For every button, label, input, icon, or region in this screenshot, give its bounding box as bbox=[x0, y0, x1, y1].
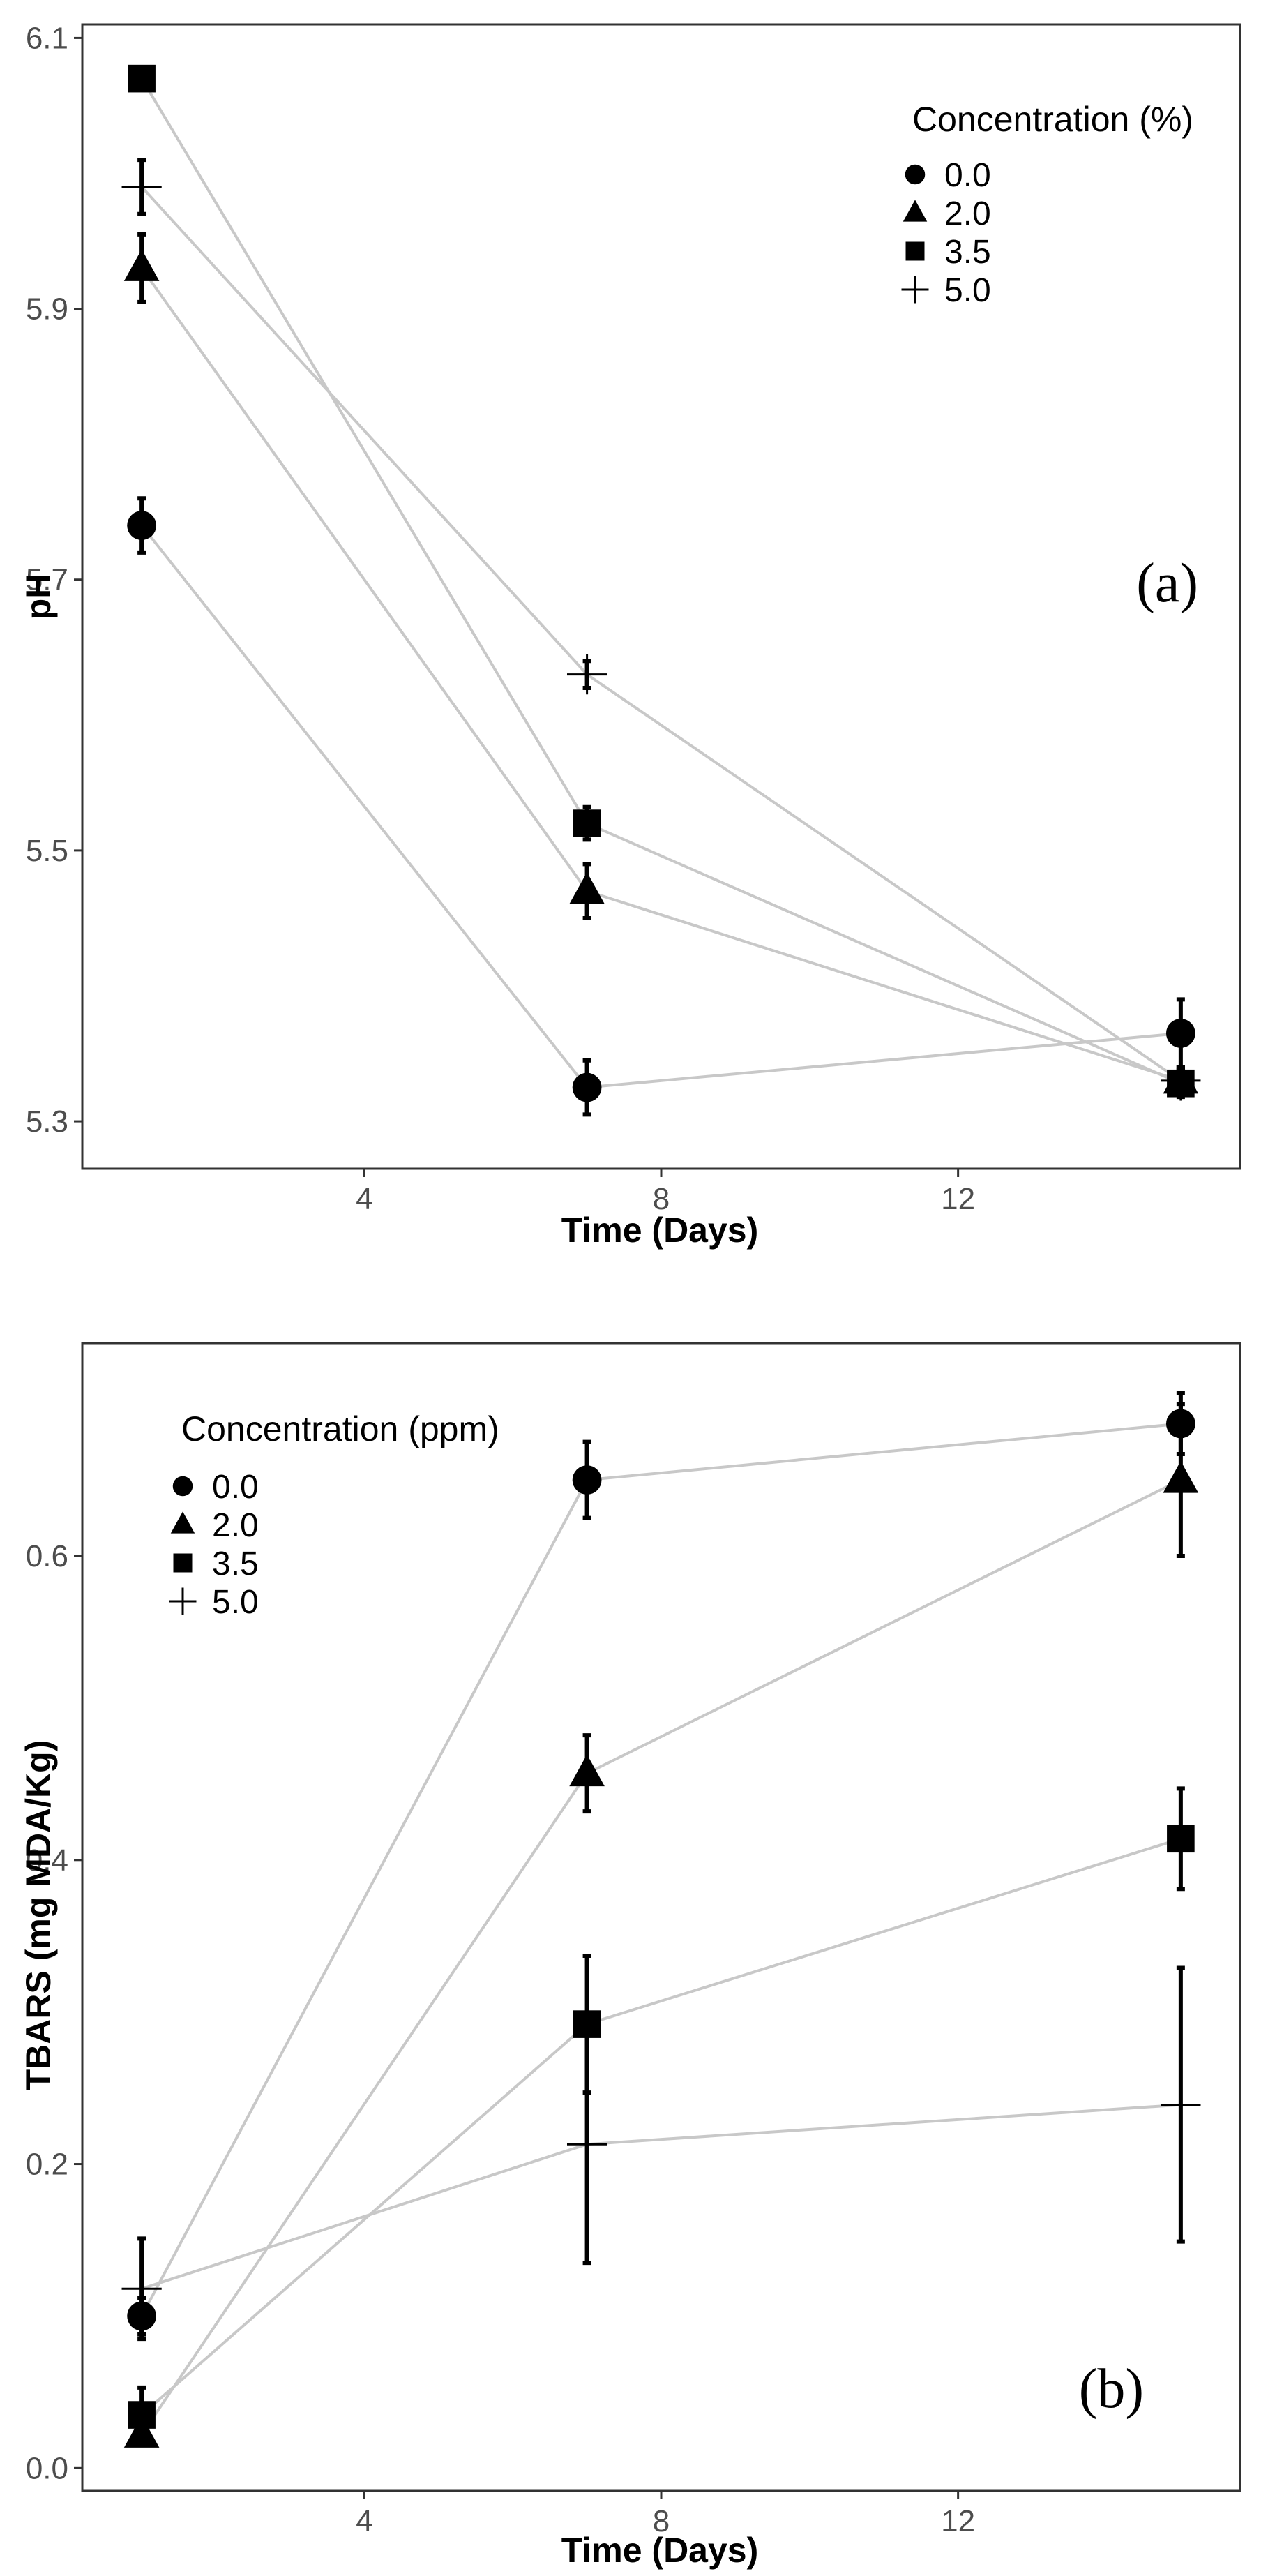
data-point-circle bbox=[572, 1465, 602, 1495]
y-tick-label: 0.6 bbox=[26, 1539, 68, 1573]
data-point-plus bbox=[1161, 2084, 1201, 2125]
x-tick-label: 8 bbox=[653, 2504, 670, 2538]
x-axis-ticks: 4 8 12 bbox=[356, 2491, 975, 2538]
x-tick-label: 8 bbox=[653, 1182, 670, 1216]
series-layer bbox=[121, 64, 1201, 1117]
y-tick-label: 6.1 bbox=[26, 21, 68, 55]
y-tick-label: 0.4 bbox=[26, 1843, 68, 1878]
legend-key-circle bbox=[905, 164, 926, 185]
data-point-triangle bbox=[569, 1754, 605, 1787]
y-tick-label: 5.3 bbox=[26, 1104, 68, 1139]
data-point-square bbox=[1167, 1825, 1195, 1853]
y-axis-ticks: 0.0 0.2 0.4 0.6 bbox=[26, 1539, 82, 2485]
series-line-3.5 bbox=[140, 77, 1182, 1085]
chart-panel-b: 0.0 0.2 0.4 0.6 4 8 12 TBARS (mg MDA/Kg) Time… bbox=[19, 1342, 1241, 2570]
legend-title: Concentration (%) bbox=[912, 100, 1193, 139]
legend-label: 5.0 bbox=[944, 272, 991, 309]
series-line-3.5 bbox=[140, 1837, 1182, 2416]
series-line-5.0 bbox=[140, 186, 1182, 1082]
series-line-5.0 bbox=[141, 2103, 1182, 2291]
legend-label: 3.5 bbox=[944, 234, 991, 271]
legend-key-circle bbox=[172, 1476, 193, 1497]
data-point-triangle bbox=[1163, 1460, 1199, 1493]
data-point-plus bbox=[121, 167, 162, 207]
x-tick-label: 12 bbox=[941, 1182, 975, 1216]
panel-label-b: (b) bbox=[1079, 2358, 1144, 2420]
x-axis-title: Time (Days) bbox=[561, 1211, 759, 1250]
data-point-circle bbox=[572, 1072, 602, 1102]
legend-label: 0.0 bbox=[944, 157, 991, 194]
series-line-2.0 bbox=[140, 267, 1182, 1082]
y-tick-label: 0.2 bbox=[26, 2148, 68, 2182]
legend-label: 5.0 bbox=[212, 1584, 259, 1621]
legend-key-plus bbox=[169, 1587, 197, 1615]
legend-label: 3.5 bbox=[212, 1545, 259, 1582]
y-tick-label: 5.9 bbox=[26, 292, 68, 327]
data-point-circle bbox=[127, 511, 157, 541]
y-tick-label: 0.0 bbox=[26, 2451, 68, 2485]
y-axis-title: pH bbox=[19, 574, 58, 620]
data-point-plus bbox=[566, 2124, 607, 2164]
data-point-triangle bbox=[569, 871, 605, 904]
x-tick-label: 12 bbox=[941, 2504, 975, 2538]
data-point-triangle bbox=[123, 249, 160, 281]
data-point-square bbox=[573, 809, 601, 837]
data-point-plus bbox=[121, 2268, 162, 2309]
x-axis-title: Time (Days) bbox=[561, 2531, 759, 2570]
x-tick-label: 4 bbox=[356, 1182, 372, 1216]
series-layer bbox=[121, 1391, 1201, 2448]
series-line-2.0 bbox=[140, 1478, 1182, 2436]
legend-items: 0.02.03.55.0 bbox=[901, 157, 991, 309]
legend-label: 2.0 bbox=[944, 195, 991, 232]
legend-key-square bbox=[905, 241, 925, 261]
data-point-circle bbox=[1165, 1019, 1195, 1048]
data-point-plus bbox=[566, 654, 607, 695]
legend-key-triangle bbox=[170, 1511, 195, 1534]
legend-label: 2.0 bbox=[212, 1507, 259, 1544]
y-tick-label: 5.5 bbox=[26, 834, 68, 868]
x-tick-label: 4 bbox=[356, 2504, 372, 2538]
y-axis-title: TBARS (mg MDA/Kg) bbox=[19, 1740, 58, 2091]
series-line-0.0 bbox=[140, 524, 1182, 1089]
data-point-square bbox=[128, 64, 156, 93]
data-point-square bbox=[128, 2401, 156, 2429]
legend-key-plus bbox=[901, 276, 929, 304]
panel-label-a: (a) bbox=[1136, 553, 1198, 614]
legend-key-square bbox=[173, 1553, 193, 1573]
y-axis-ticks: 5.3 5.5 5.7 5.9 6.1 bbox=[26, 21, 82, 1139]
legend: Concentration (ppm) 0.02.03.55.0 bbox=[169, 1409, 499, 1621]
y-tick-label: 5.7 bbox=[26, 563, 68, 597]
chart-panel-a: 5.35.55.75.96.1 4 8 12 pH Time (Days) (a) … bbox=[19, 21, 1241, 1250]
data-point-plus bbox=[1161, 1061, 1201, 1101]
plot-border bbox=[81, 23, 1241, 1170]
legend-label: 0.0 bbox=[212, 1469, 259, 1506]
legend: Concentration (%) 0.02.03.55.0 bbox=[901, 100, 1193, 309]
x-axis-ticks: 4 8 12 bbox=[356, 1169, 975, 1216]
legend-items: 0.02.03.55.0 bbox=[169, 1469, 259, 1621]
legend-key-triangle bbox=[903, 200, 928, 222]
legend-title: Concentration (ppm) bbox=[181, 1409, 499, 1448]
